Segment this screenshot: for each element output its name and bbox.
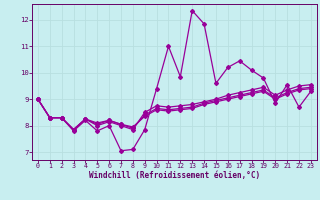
X-axis label: Windchill (Refroidissement éolien,°C): Windchill (Refroidissement éolien,°C) — [89, 171, 260, 180]
